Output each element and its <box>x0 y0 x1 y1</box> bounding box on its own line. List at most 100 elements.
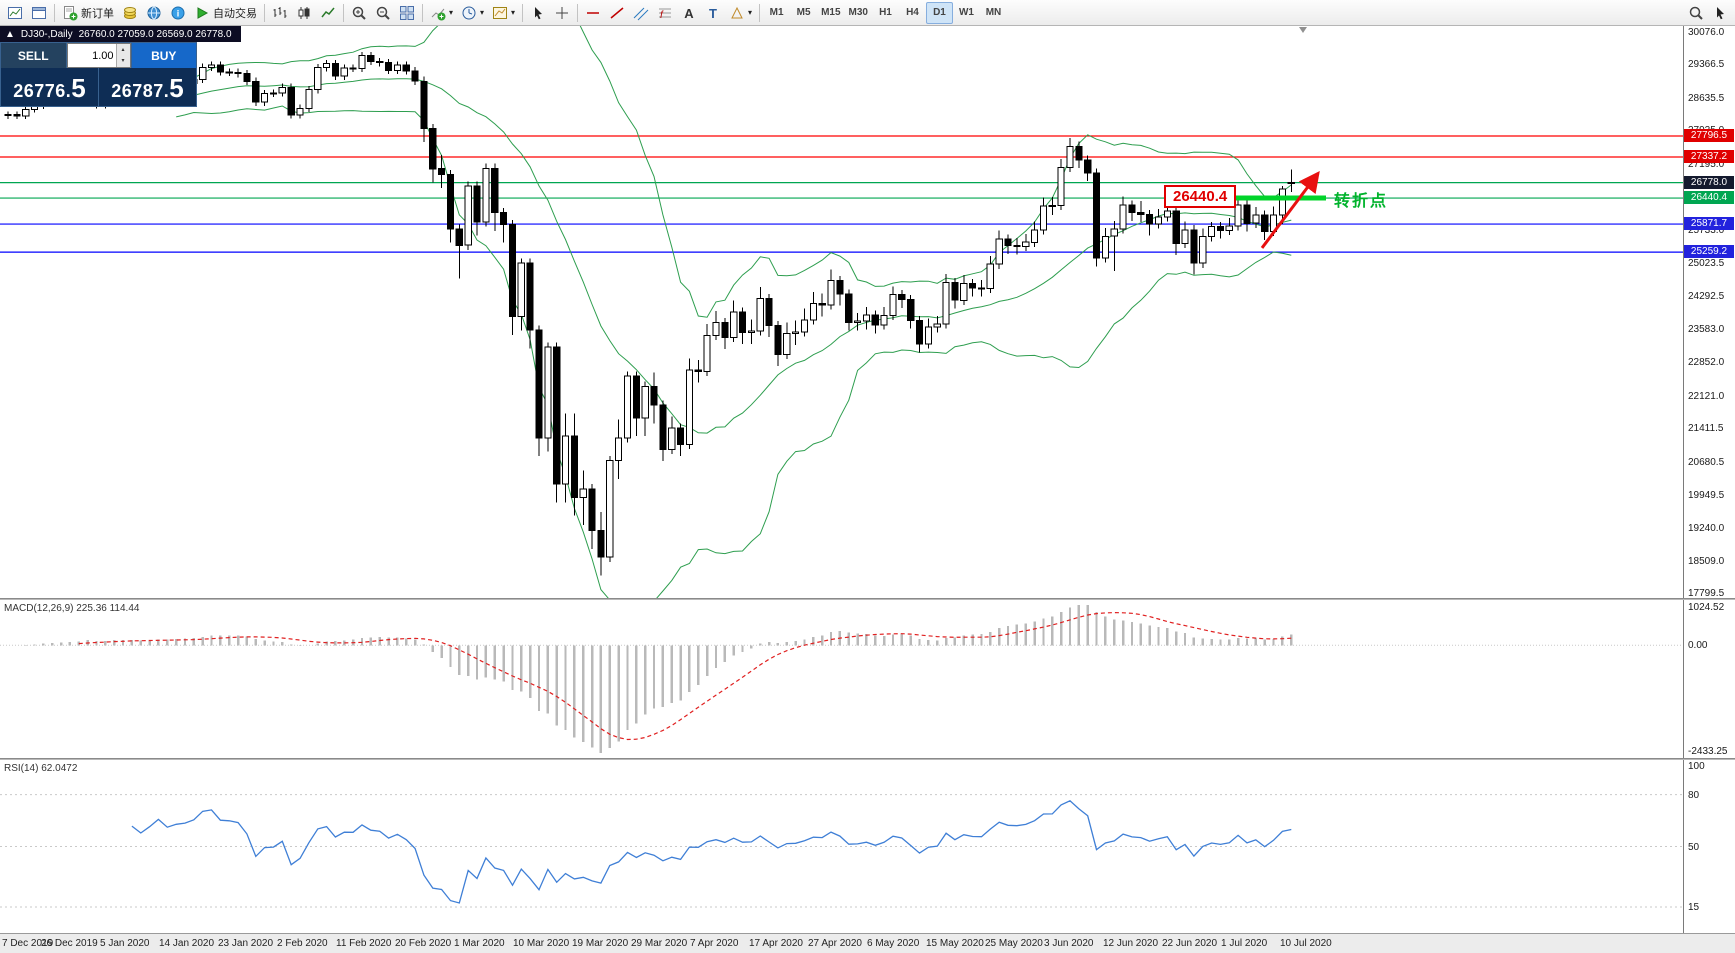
search-button[interactable] <box>1684 2 1708 24</box>
svg-text:A: A <box>684 6 694 21</box>
chartwin-icon <box>8 6 22 19</box>
volume-down-button[interactable]: ▾ <box>116 55 130 67</box>
help-button[interactable]: i <box>166 2 190 24</box>
line-chart-button[interactable] <box>316 2 340 24</box>
date-axis-label: 26 Dec 2019 <box>41 938 98 949</box>
price-axis-label: 18509.0 <box>1688 555 1725 567</box>
horizontal-line-button[interactable] <box>581 2 605 24</box>
timeframe-m15-button-label: M15 <box>821 7 841 18</box>
pointer-mode-button[interactable] <box>1708 2 1732 24</box>
candlestick-chart-button[interactable] <box>292 2 316 24</box>
indicators-button[interactable]: ▾ <box>426 2 457 24</box>
templates-button[interactable]: ▾ <box>488 2 519 24</box>
linechart-icon <box>321 7 335 17</box>
date-axis-label: 10 Jul 2020 <box>1280 938 1332 949</box>
cursor-button[interactable] <box>526 2 550 24</box>
time-axis[interactable]: 7 Dec 2019 26 Dec 2019 5 Jan 2020 14 Jan 20… <box>0 933 1735 953</box>
date-axis-label: 1 Mar 2020 <box>454 938 505 949</box>
timeframe-m5-button[interactable]: M5 <box>790 2 817 24</box>
crosshair-icon <box>556 6 569 19</box>
price-axis-label: 25733.0 <box>1688 225 1725 237</box>
up-arrow-annotation[interactable] <box>1260 170 1320 249</box>
timeframe-h4-button[interactable]: H4 <box>899 2 926 24</box>
autotrading-button[interactable]: 自动交易 <box>190 2 261 24</box>
rsi-indicator-label: RSI(14) 62.0472 <box>4 763 78 774</box>
timeframe-mn-button[interactable]: MN <box>980 2 1007 24</box>
template-icon <box>493 6 508 19</box>
main-price-chart[interactable] <box>0 26 1683 598</box>
rsi-line <box>131 800 1292 904</box>
date-axis-label: 14 Jan 2020 <box>159 938 215 949</box>
neworder-icon <box>64 5 78 20</box>
label-button[interactable]: T <box>701 2 725 24</box>
macd-histogram <box>15 605 1293 753</box>
chart-shift-marker[interactable] <box>1299 27 1307 33</box>
fibonacci-button[interactable]: f <box>653 2 677 24</box>
new-order-button-label: 新订单 <box>81 7 114 20</box>
date-axis-label: 2 Feb 2020 <box>277 938 328 949</box>
bar-chart-button[interactable] <box>268 2 292 24</box>
channel-button[interactable] <box>629 2 653 24</box>
volume-up-button[interactable]: ▴ <box>116 44 130 56</box>
rsi-indicator-panel[interactable] <box>0 760 1683 933</box>
periods-button[interactable]: ▾ <box>457 2 488 24</box>
play-icon <box>197 6 209 19</box>
textA-icon: A <box>684 6 694 21</box>
price-line-label: 25871.7 <box>1684 217 1734 231</box>
buy-button[interactable]: BUY <box>130 43 196 68</box>
panel-resize-separator[interactable] <box>0 598 1735 600</box>
timeframe-mn-button-label: MN <box>985 7 1002 18</box>
bollinger-lower-band <box>176 105 1292 598</box>
turning-point-label[interactable]: 转折点 <box>1334 193 1389 211</box>
panel-resize-separator[interactable] <box>0 758 1735 760</box>
new-order-button[interactable]: 新订单 <box>58 2 118 24</box>
timeframe-h1-button[interactable]: H1 <box>872 2 899 24</box>
timeframe-d1-button[interactable]: D1 <box>925 1 953 24</box>
toolbar-separator <box>522 3 524 22</box>
candlesticks <box>4 52 1295 576</box>
shapes-button[interactable]: ▾ <box>725 2 756 24</box>
price-axis-label: 28635.5 <box>1688 92 1725 104</box>
tile-windows-button[interactable] <box>395 2 419 24</box>
profiles-button[interactable] <box>27 2 51 24</box>
date-axis-label: 25 May 2020 <box>985 938 1043 949</box>
price-divider <box>98 68 99 106</box>
sell-price: 26776. 5 <box>1 68 98 106</box>
trendline-button[interactable] <box>605 2 629 24</box>
price-line-label: 26778.0 <box>1684 175 1734 189</box>
date-axis-label: 20 Feb 2020 <box>395 938 452 949</box>
timeframe-m1-button[interactable]: M1 <box>763 2 790 24</box>
community-button[interactable] <box>142 2 166 24</box>
text-button[interactable]: A <box>677 2 701 24</box>
new-chart-button[interactable] <box>3 2 27 24</box>
hline-icon <box>587 11 600 14</box>
timeframe-m15-button[interactable]: M15 <box>817 2 844 24</box>
date-axis-label: 22 Jun 2020 <box>1162 938 1218 949</box>
search-icon <box>1689 6 1703 20</box>
sell-button[interactable]: SELL <box>1 43 67 68</box>
volume-input[interactable] <box>67 44 116 67</box>
toolbar-separator <box>343 3 344 22</box>
timeframe-w1-button[interactable]: W1 <box>953 2 980 24</box>
market-watch-button[interactable] <box>118 2 142 24</box>
candles-icon <box>298 6 310 19</box>
zoom-out-button[interactable] <box>371 2 395 24</box>
horizontal-lines-group <box>0 135 1683 253</box>
macd-indicator-panel[interactable] <box>0 600 1683 758</box>
crosshair-button[interactable] <box>550 2 574 24</box>
macd-axis-max-label: 1024.52 <box>1688 602 1725 613</box>
timeframe-m1-button-label: M1 <box>769 7 784 18</box>
toolbar-separator <box>54 3 55 22</box>
volume-field: ▴ ▾ <box>66 43 131 68</box>
price-line-label: 27796.5 <box>1684 128 1734 142</box>
toolbar: 新订单 i 自动交易 ▾ ▾ ▾ f A T ▾ M1 M5 M15 M30 H1 H4 D1 W1 MN <box>0 0 1735 26</box>
date-axis-label: 27 Apr 2020 <box>808 938 862 949</box>
zoom-in-button[interactable] <box>347 2 371 24</box>
timeframe-m30-button[interactable]: M30 <box>845 2 872 24</box>
price-axis-label: 29366.5 <box>1688 59 1725 71</box>
date-axis-label: 6 May 2020 <box>867 938 920 949</box>
bollinger-middle-band <box>176 78 1292 434</box>
globe-icon <box>147 6 161 19</box>
price-callout-box[interactable]: 26440.4 <box>1164 185 1237 209</box>
toolbar-separator <box>422 3 423 22</box>
